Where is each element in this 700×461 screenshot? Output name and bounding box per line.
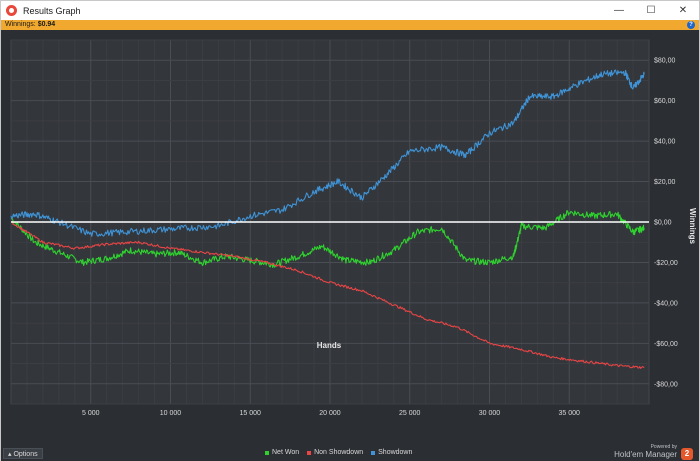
- help-icon[interactable]: ?: [687, 21, 695, 29]
- brand-name: Hold'em Manager: [614, 450, 677, 459]
- series-lines: [10, 69, 645, 369]
- chart-legend: Net Won Non Showdown Showdown: [265, 449, 412, 456]
- x-tick-label: 25 000: [399, 410, 421, 417]
- legend-item-showdown[interactable]: Showdown: [371, 449, 412, 456]
- y-tick-label: $0,00: [654, 220, 672, 227]
- series-line-showdown: [10, 69, 645, 237]
- maximize-button[interactable]: ☐: [646, 5, 656, 16]
- legend-swatch: [265, 450, 269, 455]
- legend-label: Net Won: [272, 449, 300, 456]
- powered-by: Powered by Hold'em Manager: [614, 444, 677, 459]
- x-axis-label: Hands: [317, 341, 342, 350]
- options-label: Options: [13, 451, 38, 458]
- legend-swatch: [307, 450, 312, 455]
- winnings-bar: Winnings: $0.94 ?: [1, 20, 699, 30]
- winnings-label: Winnings:: [5, 21, 36, 28]
- x-tick-label: 30 000: [479, 410, 501, 417]
- options-button[interactable]: ▴ Options: [3, 448, 43, 459]
- legend-label: Showdown: [378, 449, 413, 456]
- y-tick-label: -$60,00: [654, 341, 678, 348]
- results-chart: 5 000 10 000 15 000 20 000 25 000 30 000 35 00…: [1, 30, 699, 447]
- legend-label: Non Showdown: [314, 449, 364, 456]
- chevron-up-icon: ▴: [8, 451, 12, 458]
- x-tick-label: 35 000: [559, 410, 581, 417]
- winnings-value: $0.94: [37, 21, 56, 28]
- series-line-non-showdown: [10, 221, 645, 369]
- x-tick-label: 20 000: [319, 410, 341, 417]
- x-tick-label: 15 000: [240, 410, 262, 417]
- legend-swatch: [371, 450, 376, 455]
- x-tick-label: 10 000: [160, 410, 182, 417]
- y-tick-label: $80,00: [654, 58, 676, 65]
- minimize-button[interactable]: —: [614, 5, 624, 16]
- brand-logo-icon: 2: [681, 448, 693, 460]
- bottom-bar: ▴ Options Net Won Non Showdown Showdown …: [1, 444, 699, 461]
- window-controls: — ☐ ✕: [603, 1, 699, 20]
- y-tick-label: $60,00: [654, 98, 676, 105]
- y-tick-label: -$80,00: [654, 381, 678, 388]
- y-tick-label: $40,00: [654, 139, 676, 146]
- axis-ticks: 5 000 10 000 15 000 20 000 25 000 30 000 35 00…: [82, 58, 678, 417]
- legend-item-non-showdown[interactable]: Non Showdown: [307, 449, 363, 456]
- series-line-net-won: [10, 210, 645, 268]
- window-title: Results Graph: [23, 5, 81, 16]
- y-tick-label: $20,00: [654, 179, 676, 186]
- y-tick-label: -$40,00: [654, 300, 678, 307]
- app-logo-icon: [6, 5, 17, 16]
- legend-item-net-won[interactable]: Net Won: [265, 449, 299, 456]
- x-tick-label: 5 000: [82, 410, 100, 417]
- powered-by-label: Powered by: [650, 444, 677, 450]
- results-chart-svg: 5 000 10 000 15 000 20 000 25 000 30 000 35 00…: [10, 39, 697, 417]
- y-tick-label: -$20,00: [654, 260, 678, 267]
- close-button[interactable]: ✕: [678, 5, 688, 16]
- title-bar: Results Graph — ☐ ✕: [1, 1, 699, 20]
- y-axis-label: Winnings: [688, 208, 697, 244]
